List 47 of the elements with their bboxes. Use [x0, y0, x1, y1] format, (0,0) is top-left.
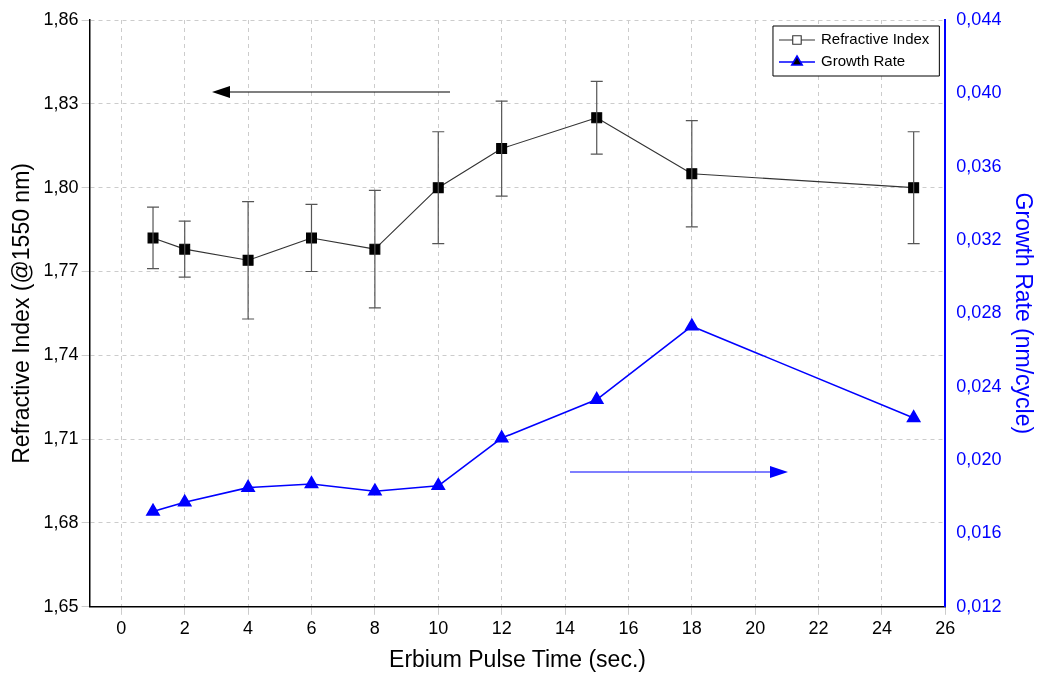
point [304, 476, 319, 489]
x-tick-label: 20 [745, 617, 766, 638]
y2-tick-label: 0,016 [956, 522, 1002, 543]
y-tick-label: 1,83 [43, 92, 79, 113]
x-tick-label: 18 [681, 617, 702, 638]
legend-label: Refractive Index [820, 30, 930, 48]
legend-label: Growth Rate [820, 52, 906, 70]
x-tick-label: 12 [491, 617, 512, 638]
point [906, 410, 921, 423]
y2-tick-label: 0,020 [956, 449, 1002, 470]
x-tick-label: 14 [555, 617, 576, 638]
x-tick-label: 16 [618, 617, 639, 638]
y-tick-label: 1,74 [43, 344, 79, 365]
point [146, 503, 160, 516]
y-tick-label: 1,80 [43, 176, 79, 197]
x-tick-label: 0 [116, 617, 127, 638]
x-tick-label: 8 [369, 617, 380, 638]
y-tick-label: 1,65 [43, 595, 79, 616]
y-axis-title: Refractive Index (@1550 nm) [8, 163, 35, 464]
x-tick-label: 22 [808, 617, 829, 638]
point [684, 318, 699, 331]
point [305, 232, 317, 244]
y2-tick-label: 0,040 [956, 82, 1002, 103]
y-tick-label: 1,71 [43, 428, 79, 449]
point [431, 477, 446, 491]
y-tick-label: 1,86 [43, 8, 79, 29]
y2-axis-title: Growth Rate (nm/cycle) [1010, 192, 1037, 435]
point [241, 479, 255, 492]
x-tick-label: 26 [935, 617, 956, 638]
x-axis-title: Erbium Pulse Time (sec.) [389, 645, 646, 672]
y2-tick-label: 0,032 [956, 229, 1002, 250]
point [368, 483, 382, 496]
x-tick-label: 4 [243, 617, 254, 638]
y2-tick-label: 0,024 [956, 375, 1002, 396]
x-tick-label: 10 [428, 617, 449, 638]
y-tick-label: 1,68 [43, 511, 79, 532]
y2-tick-label: 0,044 [956, 8, 1002, 29]
x-tick-label: 6 [306, 617, 317, 638]
point [177, 494, 192, 507]
y2-tick-label: 0,036 [956, 155, 1002, 176]
y2-tick-label: 0,028 [956, 302, 1002, 323]
point [589, 391, 604, 404]
x-tick-label: 24 [871, 617, 892, 638]
x-tick-label: 2 [179, 617, 190, 638]
y2-tick-label: 0,012 [956, 595, 1002, 616]
y-tick-label: 1,77 [43, 260, 79, 281]
point [494, 430, 509, 443]
